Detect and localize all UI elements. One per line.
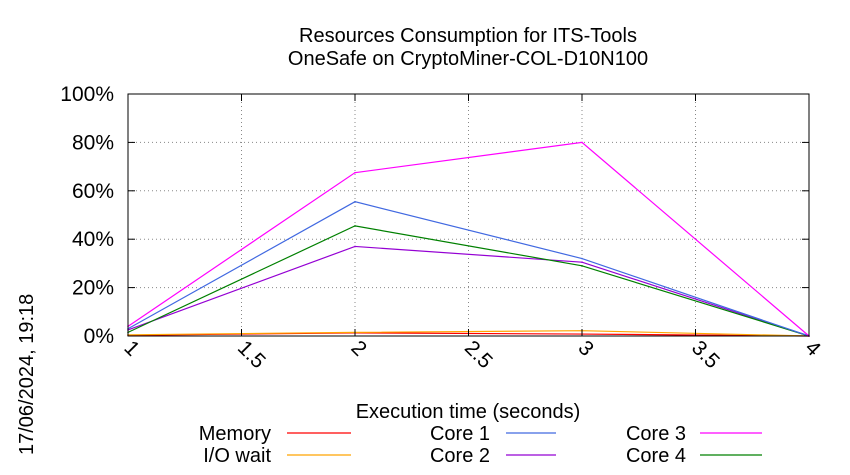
chart-title: Resources Consumption for ITS-Tools OneS… <box>288 25 648 70</box>
series-line-core-1 <box>127 201 810 337</box>
x-tick-label: 3 <box>573 336 598 361</box>
x-tick-label: 3.5 <box>687 336 724 373</box>
y-tick-label: 40% <box>72 228 114 251</box>
y-tick-label: 100% <box>60 83 114 106</box>
chart-title-line-1: Resources Consumption for ITS-Tools <box>299 25 637 47</box>
data-point-core-2 <box>354 245 356 248</box>
x-tick-label: 1 <box>119 336 144 361</box>
data-point-core-4 <box>581 265 583 267</box>
data-point-core-3 <box>581 141 583 144</box>
x-tick-label: 2.5 <box>460 336 497 373</box>
data-point-core-1 <box>354 200 356 203</box>
y-tick-label: 0% <box>84 325 114 348</box>
y-axis-ticks: 0% 20% 40% 60% 80% 100% <box>60 83 809 348</box>
legend-label: Core 2 <box>430 445 490 467</box>
data-point-core-2 <box>581 261 583 263</box>
legend-item-memory: Memory <box>199 423 351 445</box>
legend-label: Core 1 <box>430 423 490 445</box>
legend-item-i-o-wait: I/O wait <box>203 445 351 467</box>
legend-label: Core 4 <box>626 445 686 467</box>
legend-item-core-4: Core 4 <box>626 445 762 467</box>
series-line-core-3 <box>127 141 810 337</box>
legend-item-core-1: Core 1 <box>430 423 556 445</box>
grid-lines <box>128 94 809 336</box>
legend-item-core-2: Core 2 <box>430 445 556 467</box>
y-tick-label: 80% <box>72 131 114 154</box>
legend-item-core-3: Core 3 <box>626 423 762 445</box>
series-line-core-4 <box>127 225 810 337</box>
data-point-core-4 <box>354 225 356 227</box>
data-point-core-1 <box>581 257 583 260</box>
y-tick-label: 60% <box>72 180 114 203</box>
y-tick-label: 20% <box>72 277 114 300</box>
legend-label: I/O wait <box>203 445 271 467</box>
data-point-core-3 <box>354 171 356 174</box>
x-axis-label: Execution time (seconds) <box>356 401 581 423</box>
x-tick-label: 4 <box>800 336 825 361</box>
legend-label: Core 3 <box>626 423 686 445</box>
chart-title-line-2: OneSafe on CryptoMiner-COL-D10N100 <box>288 48 648 70</box>
timestamp-label: 17/06/2024, 19:18 <box>16 294 38 455</box>
legend-label: Memory <box>199 423 271 445</box>
x-tick-label: 1.5 <box>233 336 270 373</box>
series-line-core-2 <box>127 245 810 337</box>
x-tick-label: 2 <box>346 336 371 361</box>
